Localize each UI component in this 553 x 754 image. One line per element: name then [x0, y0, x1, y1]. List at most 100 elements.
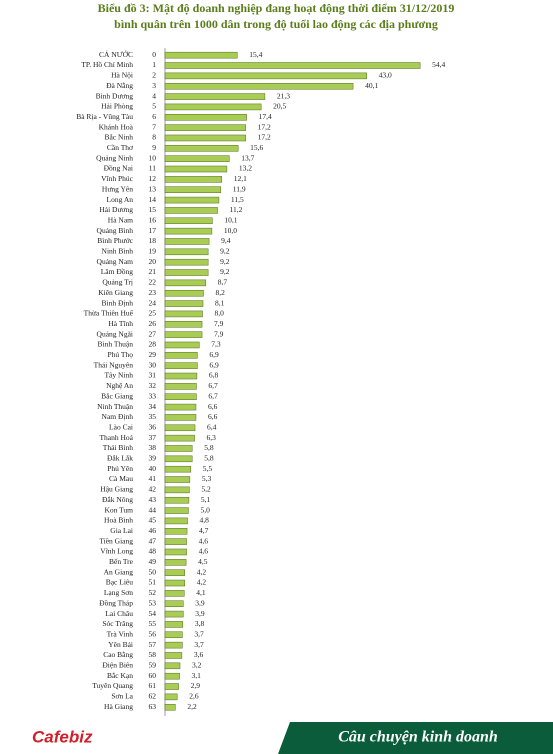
- value-label: 4,7: [199, 526, 209, 535]
- value-label: 5,0: [200, 505, 210, 514]
- value-label: 9,2: [220, 267, 230, 276]
- bar: [164, 165, 228, 173]
- bar: [164, 82, 354, 90]
- category-label: Bắc Ninh: [104, 133, 133, 142]
- category-label: Điện Biên: [102, 661, 133, 670]
- bar: [164, 258, 209, 266]
- value-label: 10,0: [224, 226, 237, 235]
- rank-label: 42: [149, 485, 157, 494]
- rank-label: 19: [149, 247, 157, 256]
- rank-label: 55: [149, 619, 157, 628]
- category-label: Vĩnh Phúc: [101, 174, 134, 183]
- category-label: Đà Nẵng: [106, 81, 133, 90]
- rank-label: 22: [149, 278, 157, 287]
- chart-subtitle: bình quân trên 1000 dân trong độ tuổi la…: [114, 17, 438, 31]
- bar: [164, 641, 183, 649]
- logo: Cafebiz: [32, 727, 93, 746]
- rank-label: 32: [149, 381, 157, 390]
- bar: [164, 310, 203, 318]
- category-label: Cao Bằng: [103, 650, 133, 659]
- category-label: Hoà Bình: [104, 516, 133, 525]
- bar: [164, 300, 204, 307]
- bar: [164, 600, 184, 607]
- rank-label: 36: [149, 422, 157, 431]
- bar: [164, 321, 203, 328]
- rank-label: 54: [149, 609, 157, 618]
- value-label: 54,4: [432, 60, 445, 69]
- category-label: Gia Lai: [110, 526, 133, 535]
- rank-label: 53: [149, 598, 157, 607]
- value-label: 5,8: [204, 454, 214, 463]
- bar: [164, 559, 187, 566]
- rank-label: 59: [149, 661, 157, 670]
- category-label: Bình Thuận: [98, 340, 134, 349]
- rank-label: 3: [152, 81, 156, 90]
- rank-label: 48: [149, 547, 157, 556]
- category-label: CẢ NƯỚC: [99, 49, 133, 59]
- bar: [164, 341, 200, 349]
- value-label: 11,5: [231, 195, 244, 204]
- rank-label: 12: [149, 174, 157, 183]
- category-label: Đắk Lắk: [107, 454, 133, 463]
- rank-label: 21: [149, 267, 157, 276]
- category-label: Sóc Trăng: [102, 619, 133, 628]
- rank-label: 27: [149, 329, 157, 338]
- value-label: 6,9: [209, 360, 219, 369]
- category-label: Quảng Nam: [97, 257, 134, 266]
- rank-label: 34: [149, 402, 157, 411]
- rank-label: 23: [149, 288, 157, 297]
- category-label: An Giang: [104, 567, 134, 576]
- bar: [164, 372, 198, 380]
- bar: [164, 465, 192, 473]
- value-label: 2,2: [187, 702, 197, 711]
- rank-label: 24: [149, 298, 157, 307]
- value-label: 13,2: [239, 164, 252, 173]
- value-label: 8,0: [215, 309, 225, 318]
- bar: [164, 683, 179, 690]
- rank-label: 63: [149, 702, 157, 711]
- category-label: Tiền Giang: [99, 536, 133, 545]
- value-label: 3,2: [192, 661, 202, 670]
- value-label: 5,2: [201, 485, 211, 494]
- bar: [164, 590, 185, 597]
- bar: [164, 445, 193, 452]
- rank-label: 31: [149, 371, 157, 380]
- category-label: Thái Bình: [103, 443, 133, 452]
- bar: [164, 434, 195, 442]
- bar: [164, 383, 197, 390]
- rank-label: 9: [152, 143, 156, 152]
- value-label: 43,0: [379, 71, 392, 80]
- value-label: 7,9: [214, 319, 224, 328]
- rank-label: 7: [152, 122, 156, 131]
- category-label: Đồng Tháp: [99, 598, 133, 607]
- bar: [164, 486, 190, 494]
- bar: [164, 238, 210, 245]
- value-label: 4,6: [199, 536, 209, 545]
- rank-label: 62: [149, 692, 157, 701]
- value-label: 6,7: [208, 381, 218, 390]
- rank-label: 33: [149, 391, 157, 400]
- category-label: Hà Nam: [108, 215, 133, 224]
- bar: [164, 424, 196, 432]
- bar: [164, 114, 247, 121]
- rank-label: 45: [149, 516, 157, 525]
- value-label: 8,7: [218, 278, 228, 287]
- value-label: 15,4: [249, 50, 262, 59]
- category-label: Bến Tre: [109, 557, 134, 566]
- value-label: 5,8: [204, 443, 214, 452]
- bar: [164, 693, 178, 701]
- value-label: 8,1: [215, 298, 225, 307]
- value-label: 4,2: [197, 578, 207, 587]
- value-label: 6,6: [208, 402, 218, 411]
- category-label: Đắk Nông: [102, 495, 133, 504]
- rank-label: 10: [149, 153, 157, 162]
- rank-label: 11: [149, 164, 156, 173]
- rank-label: 28: [149, 340, 157, 349]
- rank-label: 35: [149, 412, 157, 421]
- rank-label: 61: [149, 681, 157, 690]
- rank-label: 43: [149, 495, 157, 504]
- category-label: Tây Ninh: [104, 371, 133, 380]
- value-label: 3,7: [194, 629, 204, 638]
- bar: [164, 455, 193, 463]
